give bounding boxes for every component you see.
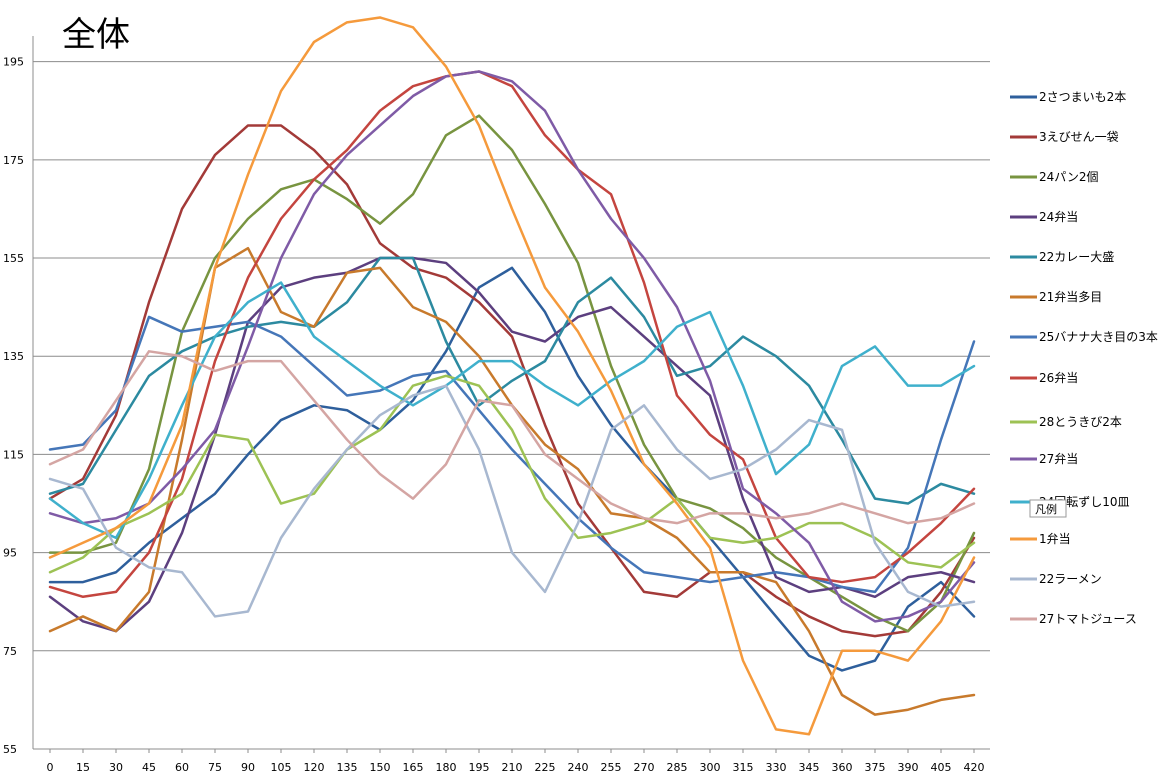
x-tick-label: 105 xyxy=(271,761,292,774)
x-tick-labels: 0 15 30 45 60 75 90 105 120 135 150 165 180 195 210 225… xyxy=(47,749,985,774)
x-tick-label: 75 xyxy=(208,761,222,774)
legend-item: 22ラーメン xyxy=(1010,572,1102,586)
y-tick-label: 195 xyxy=(3,56,24,69)
legend-item: 22カレー大盛 xyxy=(1010,249,1114,264)
legend-label: 21弁当多目 xyxy=(1039,289,1102,304)
legend-label: 3えびせん一袋 xyxy=(1039,130,1119,144)
x-tick-label: 270 xyxy=(634,761,655,774)
legend-item: 27弁当 xyxy=(1010,451,1078,466)
legend-tooltip: 凡例 xyxy=(1029,499,1067,518)
x-tick-label: 375 xyxy=(865,761,886,774)
series-line-2 xyxy=(48,114,976,633)
x-tick-label: 0 xyxy=(47,761,54,774)
x-tick-label: 135 xyxy=(337,761,358,774)
series-line-12 xyxy=(48,384,976,618)
x-tick-label: 390 xyxy=(898,761,919,774)
x-tick-label: 150 xyxy=(370,761,391,774)
x-tick-label: 315 xyxy=(733,761,754,774)
x-tick-label: 285 xyxy=(667,761,688,774)
series-line-7 xyxy=(48,70,976,599)
legend-item: 25バナナ大き目の3本 xyxy=(1010,330,1158,344)
x-tick-label: 195 xyxy=(469,761,490,774)
legend-label: 24パン2個 xyxy=(1039,170,1099,184)
gridlines xyxy=(33,61,990,652)
x-tick-label: 120 xyxy=(304,761,325,774)
legend-label: 22ラーメン xyxy=(1039,572,1102,586)
legend-item: 2さつまいも2本 xyxy=(1010,90,1126,104)
series-lines xyxy=(48,16,976,736)
legend-label: 24弁当 xyxy=(1039,209,1078,224)
x-tick-label: 225 xyxy=(535,761,556,774)
legend-label: 25バナナ大き目の3本 xyxy=(1039,330,1158,344)
x-tick-label: 360 xyxy=(832,761,853,774)
chart-title: 全体 xyxy=(62,15,130,55)
x-tick-label: 30 xyxy=(109,761,123,774)
axes xyxy=(32,36,990,750)
x-tick-label: 210 xyxy=(502,761,523,774)
series-line-8 xyxy=(48,374,976,574)
legend-item: 28とうきび2本 xyxy=(1010,415,1122,429)
y-tick-label: 55 xyxy=(3,743,17,756)
y-tick-label: 115 xyxy=(3,448,24,461)
x-tick-label: 240 xyxy=(568,761,589,774)
x-tick-label: 345 xyxy=(799,761,820,774)
x-tick-label: 90 xyxy=(241,761,255,774)
series-line-11 xyxy=(48,16,976,736)
x-tick-label: 420 xyxy=(964,761,985,774)
legend-item: 24弁当 xyxy=(1010,209,1078,224)
series-line-6 xyxy=(48,315,976,594)
x-tick-label: 180 xyxy=(436,761,457,774)
legend-item: 24パン2個 xyxy=(1010,170,1099,184)
legend-item: 3えびせん一袋 xyxy=(1010,130,1119,144)
x-tick-label: 255 xyxy=(601,761,622,774)
series-line-0 xyxy=(48,266,976,672)
x-tick-label: 165 xyxy=(403,761,424,774)
x-tick-label: 45 xyxy=(142,761,156,774)
legend-item: 21弁当多目 xyxy=(1010,289,1102,304)
x-tick-label: 15 xyxy=(76,761,90,774)
legend-label: 2さつまいも2本 xyxy=(1039,90,1126,104)
series-line-4 xyxy=(48,256,976,505)
legend-item: 26弁当 xyxy=(1010,370,1078,385)
series-line-3 xyxy=(48,256,976,633)
x-tick-label: 300 xyxy=(700,761,721,774)
y-tick-label: 95 xyxy=(3,547,17,560)
legend-tooltip-box xyxy=(1029,499,1067,518)
legend-item: 1弁当 xyxy=(1010,531,1071,546)
series-line-1 xyxy=(48,124,976,638)
y-tick-label: 175 xyxy=(3,154,24,167)
legend-label: 27弁当 xyxy=(1039,451,1078,466)
legend-label: 28とうきび2本 xyxy=(1039,415,1122,429)
legend-item: 24回転ずし10皿 xyxy=(1010,495,1130,509)
legend-label: 22カレー大盛 xyxy=(1039,249,1114,264)
series-line-10 xyxy=(48,281,976,540)
x-tick-label: 60 xyxy=(175,761,189,774)
y-tick-label: 135 xyxy=(3,350,24,363)
x-tick-label: 405 xyxy=(931,761,952,774)
legend-item: 27トマトジュース xyxy=(1010,612,1137,626)
series-line-13 xyxy=(48,350,976,525)
legend-tooltip-text: 凡例 xyxy=(1035,502,1057,516)
y-tick-labels: 55 75 95 115 135 155 175 195 xyxy=(3,56,24,756)
legend: 2さつまいも2本 3えびせん一袋 24パン2個 24弁当 22カレー大盛 21弁当多目 25… xyxy=(1010,90,1158,626)
y-tick-label: 155 xyxy=(3,252,24,265)
legend-label: 1弁当 xyxy=(1039,531,1071,546)
y-tick-label: 75 xyxy=(3,645,17,658)
legend-label: 27トマトジュース xyxy=(1039,612,1137,626)
x-tick-label: 330 xyxy=(766,761,787,774)
legend-label: 26弁当 xyxy=(1039,370,1078,385)
series-line-9 xyxy=(48,70,976,623)
